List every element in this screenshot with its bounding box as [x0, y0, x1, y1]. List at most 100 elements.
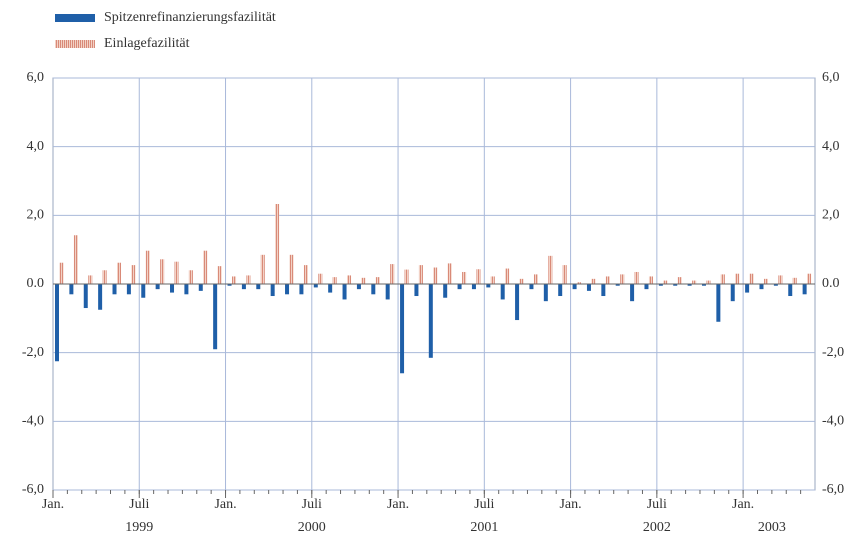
x-tick-label: Jan.	[387, 497, 409, 512]
bar	[505, 268, 510, 284]
bar	[548, 255, 553, 284]
bar	[246, 275, 251, 284]
bar	[792, 277, 797, 284]
bar	[332, 277, 337, 284]
bar	[270, 284, 275, 297]
x-tick-label: Jan.	[42, 497, 64, 512]
bar	[490, 276, 495, 284]
x-year-label: 2003	[758, 520, 786, 535]
bar	[55, 284, 59, 362]
bar	[428, 284, 433, 358]
y-tick-label: 6,0	[27, 70, 45, 85]
bar	[141, 284, 146, 298]
bar	[663, 280, 668, 284]
bar	[457, 284, 462, 290]
x-year-label: 2001	[470, 520, 498, 535]
bar	[217, 266, 222, 284]
bar	[706, 280, 711, 284]
bar	[289, 254, 294, 284]
y2-tick-label: 6,0	[822, 70, 840, 85]
bar	[591, 278, 596, 284]
bar	[241, 284, 246, 290]
bar	[701, 284, 706, 286]
x-year-label: 2000	[298, 520, 326, 535]
bar	[577, 282, 582, 284]
legend-swatch	[55, 40, 95, 48]
bar	[500, 284, 505, 300]
bar	[802, 284, 807, 295]
bar	[648, 276, 653, 284]
bar	[486, 284, 491, 288]
bar	[303, 265, 308, 284]
legend-label: Einlagefazilität	[104, 36, 190, 51]
bar	[572, 284, 577, 290]
bar	[605, 276, 610, 284]
bar	[778, 275, 783, 284]
bar	[126, 284, 131, 295]
x-tick-label: Juli	[302, 497, 322, 512]
y-tick-label: -2,0	[22, 345, 44, 360]
bar	[692, 280, 697, 284]
x-tick-label: Juli	[647, 497, 667, 512]
bar	[160, 259, 165, 284]
bar	[543, 284, 548, 302]
bar	[462, 271, 467, 284]
bar	[400, 284, 405, 374]
x-tick-label: Juli	[474, 497, 494, 512]
bar	[188, 270, 193, 284]
bar	[533, 274, 538, 284]
bar	[773, 284, 778, 286]
y2-tick-label: -4,0	[822, 414, 844, 429]
bar	[519, 278, 524, 284]
bar	[414, 284, 419, 297]
bar	[256, 284, 261, 290]
bar	[213, 284, 218, 350]
bar	[73, 235, 78, 284]
bar	[687, 284, 692, 286]
bar	[620, 274, 625, 284]
bar	[203, 250, 208, 284]
bar	[562, 265, 567, 284]
bar	[615, 284, 620, 286]
bar	[361, 277, 366, 284]
bar	[98, 284, 103, 310]
bar	[275, 204, 280, 284]
bar	[285, 284, 290, 295]
bar	[174, 261, 179, 284]
bar	[601, 284, 606, 297]
bar	[759, 284, 764, 290]
x-tick-label: Jan.	[214, 497, 236, 512]
x-year-label: 1999	[125, 520, 153, 535]
bar	[170, 284, 175, 293]
y2-tick-label: 2,0	[822, 208, 840, 223]
bar	[227, 284, 232, 286]
y-tick-label: 4,0	[27, 139, 45, 154]
bar	[198, 284, 203, 291]
bar	[342, 284, 347, 300]
bar	[630, 284, 635, 302]
bar	[735, 273, 740, 284]
bar	[716, 284, 721, 322]
x-year-label: 2002	[643, 520, 671, 535]
bar	[155, 284, 160, 290]
bar	[730, 284, 735, 302]
bar	[299, 284, 304, 295]
bar	[117, 262, 122, 284]
bar	[749, 273, 754, 284]
bar	[634, 271, 639, 284]
y2-tick-label: 0.0	[822, 276, 840, 291]
bar	[318, 273, 323, 284]
x-tick-label: Jan.	[559, 497, 581, 512]
bar	[471, 284, 476, 290]
bar	[447, 263, 452, 284]
bar	[558, 284, 563, 297]
bar	[476, 269, 481, 284]
bar	[375, 277, 380, 284]
y-tick-label: 0.0	[27, 276, 45, 291]
bar	[347, 275, 352, 284]
bar	[69, 284, 74, 295]
bar	[745, 284, 750, 293]
bar	[260, 254, 265, 284]
bar	[83, 284, 88, 309]
y2-tick-label: -6,0	[822, 482, 844, 497]
